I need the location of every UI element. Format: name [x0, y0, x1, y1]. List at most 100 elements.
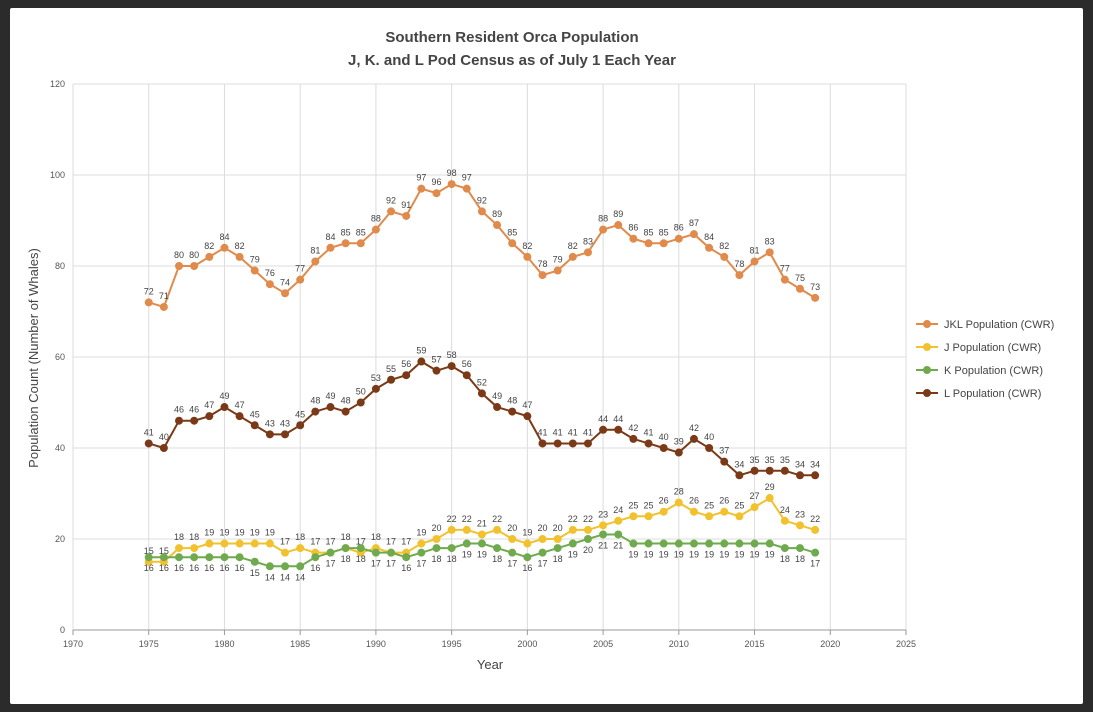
data-label: 78 — [734, 259, 744, 269]
legend-label: J Population (CWR) — [944, 342, 1041, 354]
data-label: 83 — [765, 236, 775, 246]
data-label: 17 — [507, 559, 517, 569]
data-label: 91 — [401, 200, 411, 210]
data-label: 22 — [810, 514, 820, 524]
x-tick-label: 1980 — [214, 639, 234, 649]
data-label: 18 — [780, 554, 790, 564]
data-label: 43 — [265, 418, 275, 428]
data-label: 44 — [598, 414, 608, 424]
data-point — [780, 516, 789, 525]
data-point — [417, 548, 426, 557]
chart-frame: Southern Resident Orca Population J, K. … — [10, 8, 1083, 704]
data-label: 16 — [204, 563, 214, 573]
data-label: 19 — [416, 528, 426, 538]
y-tick-label: 100 — [50, 170, 65, 180]
series-3: 41 40 46 46 47 49 47 45 43 43 45 48 49 48 50 53 55 56 59 57… — [144, 346, 820, 480]
data-point — [735, 471, 744, 480]
data-point — [477, 530, 486, 539]
data-point — [311, 407, 320, 416]
data-label: 16 — [144, 563, 154, 573]
data-label: 83 — [583, 236, 593, 246]
data-label: 17 — [280, 537, 290, 547]
data-label: 18 — [341, 554, 351, 564]
data-label: 98 — [447, 168, 457, 178]
data-label: 22 — [462, 514, 472, 524]
legend: JKL Population (CWR) J Population (CWR) K … — [916, 319, 1054, 400]
data-point — [674, 234, 683, 243]
data-label: 18 — [356, 554, 366, 564]
data-label: 20 — [583, 545, 593, 555]
legend-swatch-marker — [923, 366, 931, 374]
data-point — [220, 243, 229, 252]
data-label: 79 — [553, 255, 563, 265]
data-label: 77 — [780, 264, 790, 274]
data-label: 56 — [462, 359, 472, 369]
data-label: 42 — [628, 423, 638, 433]
data-label: 15 — [250, 568, 260, 578]
data-point — [523, 553, 532, 562]
data-point — [780, 544, 789, 553]
data-label: 19 — [719, 550, 729, 560]
series-layer: 72 71 80 80 82 84 82 79 76 74 77 81 84 85 85 88 92 91 97 96… — [144, 168, 820, 582]
data-label: 29 — [765, 482, 775, 492]
data-label: 76 — [265, 268, 275, 278]
data-point — [432, 366, 441, 375]
data-point — [750, 466, 759, 475]
data-point — [599, 521, 608, 530]
data-label: 86 — [628, 223, 638, 233]
data-label: 18 — [795, 554, 805, 564]
data-point — [159, 444, 168, 452]
data-label: 45 — [250, 409, 260, 419]
data-label: 26 — [719, 496, 729, 506]
data-label: 16 — [159, 563, 169, 573]
data-label: 19 — [219, 528, 229, 538]
data-point — [508, 407, 517, 416]
data-label: 16 — [219, 563, 229, 573]
data-label: 25 — [644, 500, 654, 510]
data-label: 84 — [704, 232, 714, 242]
data-point — [175, 553, 184, 562]
data-label: 22 — [583, 514, 593, 524]
data-point — [629, 434, 638, 443]
x-tick-label: 1970 — [63, 639, 83, 649]
data-label: 19 — [750, 550, 760, 560]
data-label: 19 — [477, 550, 487, 560]
data-point — [765, 494, 774, 503]
x-tick-label: 1990 — [366, 639, 386, 649]
data-label: 82 — [204, 241, 214, 251]
data-label: 23 — [795, 509, 805, 519]
x-axis-label: Year — [477, 657, 504, 672]
data-point — [629, 234, 638, 243]
data-point — [175, 262, 184, 270]
data-label: 41 — [583, 427, 593, 437]
data-point — [159, 553, 168, 562]
legend-label: L Population (CWR) — [944, 388, 1041, 400]
data-point — [674, 498, 683, 507]
data-label: 17 — [810, 559, 820, 569]
series-0: 72 71 80 80 82 84 82 79 76 74 77 81 84 85 85 88 92 91 97 96… — [144, 168, 820, 311]
data-point — [432, 189, 441, 198]
data-point — [235, 553, 244, 562]
data-point — [281, 548, 290, 557]
data-point — [462, 184, 471, 193]
legend-label: K Population (CWR) — [944, 365, 1043, 377]
data-point — [387, 548, 396, 557]
data-label: 26 — [659, 496, 669, 506]
data-label: 19 — [644, 550, 654, 560]
data-point — [538, 439, 547, 448]
data-point — [235, 252, 244, 261]
legend-swatch-marker — [923, 320, 931, 328]
data-point — [599, 425, 608, 434]
data-point — [644, 512, 653, 521]
data-label: 19 — [250, 528, 260, 538]
data-label: 45 — [295, 409, 305, 419]
data-label: 75 — [795, 273, 805, 283]
data-point — [674, 539, 683, 548]
data-label: 19 — [765, 550, 775, 560]
data-label: 19 — [734, 550, 744, 560]
data-point — [523, 539, 532, 548]
data-label: 86 — [674, 223, 684, 233]
data-point — [553, 535, 562, 543]
data-point — [144, 553, 153, 562]
data-point — [493, 544, 502, 553]
